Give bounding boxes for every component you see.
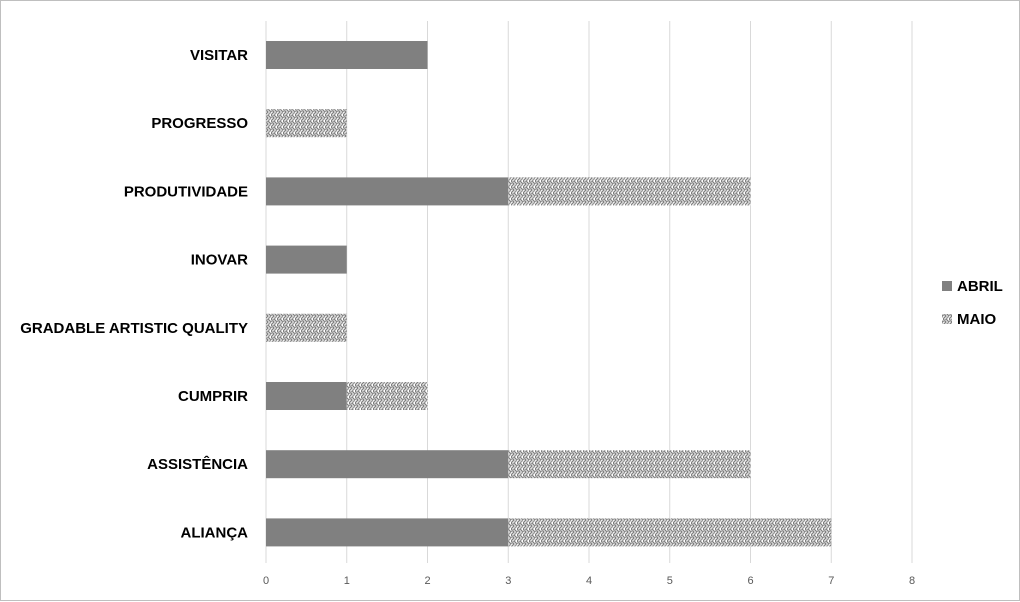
legend-label-maio: MAIO [957, 311, 996, 328]
x-tick-label: 2 [424, 575, 430, 587]
x-tick-label: 1 [344, 575, 350, 587]
x-tick-label: 4 [586, 575, 592, 587]
bar-maio [508, 177, 751, 206]
category-label: PRODUTIVIDADE [124, 183, 248, 200]
bars [266, 41, 832, 547]
bar-maio [266, 313, 347, 342]
bar-maio [266, 109, 347, 138]
category-label: PROGRESSO [151, 115, 248, 132]
category-label: ASSISTÊNCIA [147, 455, 248, 473]
x-tick-label: 5 [667, 575, 673, 587]
bar-abril [266, 245, 347, 274]
category-labels: VISITAR PROGRESSO PRODUTIVIDADE INOVAR GRADA… [20, 47, 248, 541]
legend-label-abril: ABRIL [957, 278, 1003, 295]
x-tick-label: 6 [747, 575, 753, 587]
category-label: INOVAR [191, 252, 248, 269]
legend-swatch-maio [942, 314, 952, 324]
bar-abril [266, 518, 509, 547]
bar-maio [346, 382, 428, 410]
bar-abril [266, 177, 509, 206]
x-tick-label: 8 [909, 575, 915, 587]
category-label: CUMPRIR [178, 388, 248, 405]
bar-abril [266, 450, 509, 479]
category-label: ALIANÇA [181, 524, 249, 541]
bar-abril [266, 41, 428, 69]
category-label: VISITAR [190, 47, 248, 64]
legend: ABRIL MAIO [942, 278, 1003, 328]
gridlines [265, 21, 913, 563]
bar-maio [508, 450, 751, 479]
x-tick-label: 3 [505, 575, 511, 587]
x-tick-label: 7 [828, 575, 834, 587]
bar-abril [266, 382, 347, 410]
x-axis-tick-labels: 0 1 2 3 4 5 6 7 8 [263, 575, 915, 587]
bar-maio [508, 518, 832, 547]
category-label: GRADABLE ARTISTIC QUALITY [20, 320, 248, 337]
x-tick-label: 0 [263, 575, 269, 587]
legend-swatch-abril [942, 281, 952, 291]
